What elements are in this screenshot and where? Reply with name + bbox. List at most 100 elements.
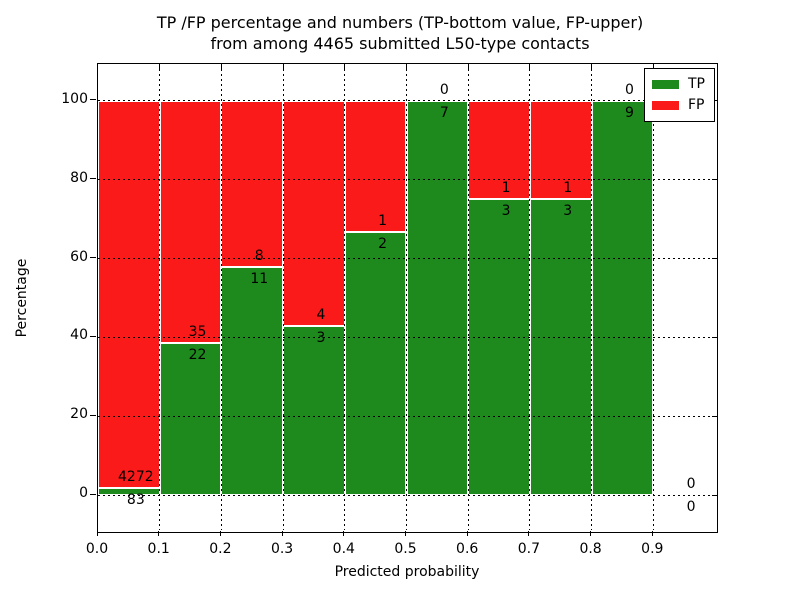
- y-tick-left: [90, 257, 96, 259]
- bar-label-tp: 0: [686, 499, 696, 516]
- y-tick-right: [712, 179, 717, 181]
- bar-label-tp: 22: [188, 346, 207, 363]
- x-tick-bottom: [281, 531, 283, 536]
- y-tick-left: [90, 414, 96, 416]
- bar-label-fp: 4272: [118, 468, 154, 485]
- bar-label-tp: 3: [501, 203, 511, 220]
- y-tick-left: [90, 99, 96, 101]
- y-tick-label: 0: [79, 485, 88, 502]
- x-axis-label: Predicted probability: [334, 564, 480, 580]
- legend-swatch-fp: [652, 101, 679, 110]
- x-tick-label: 0.2: [209, 541, 232, 557]
- x-gridline: [220, 64, 222, 530]
- bar-label-tp: 7: [439, 104, 449, 121]
- x-tick-label: 0.6: [456, 541, 479, 557]
- bar-label-fp: 0: [624, 81, 634, 98]
- y-gridline: [98, 336, 715, 338]
- x-gridline: [406, 64, 407, 530]
- bar-label-tp: 3: [563, 203, 573, 220]
- legend-row: TP: [652, 74, 705, 95]
- bar-label-fp: 0: [439, 81, 449, 98]
- y-tick-left: [90, 335, 96, 337]
- x-tick-top: [467, 64, 469, 69]
- bar-label-tp: 2: [378, 236, 388, 253]
- bar-label-fp: 1: [378, 213, 388, 230]
- x-tick-label: 0.5: [394, 541, 417, 557]
- bar-label-fp: 0: [686, 476, 696, 493]
- x-tick-bottom: [219, 531, 221, 536]
- x-tick-top: [282, 64, 284, 69]
- x-tick-bottom: [466, 531, 468, 536]
- bar-fp-segment: [159, 100, 222, 343]
- x-tick-label: 0.1: [147, 541, 170, 557]
- y-tick-label: 40: [70, 327, 88, 344]
- y-gridline: [98, 415, 715, 417]
- y-tick-label: 20: [70, 406, 88, 423]
- legend-swatch-tp: [652, 80, 679, 89]
- x-gridline: [529, 64, 531, 530]
- bar-label-fp: 4: [316, 307, 326, 324]
- bar-fp-segment: [283, 100, 345, 327]
- bar-tp-segment: [159, 342, 222, 496]
- x-tick-top: [529, 64, 531, 69]
- bar-label-tp: 11: [250, 270, 269, 287]
- x-tick-bottom: [158, 531, 160, 536]
- bar-fp-segment: [98, 100, 160, 488]
- x-tick-top: [406, 64, 407, 69]
- bar-tp-segment: [344, 232, 407, 496]
- chart-title-line2: from among 4465 submitted L50-type conta…: [210, 34, 590, 53]
- y-gridline: [98, 179, 715, 181]
- bar-fp-segment: [344, 100, 407, 233]
- y-axis-label: Percentage: [14, 258, 30, 338]
- y-tick-right: [712, 415, 717, 417]
- x-tick-top: [220, 64, 222, 69]
- legend-row: FP: [652, 95, 705, 116]
- x-tick-label: 0.0: [85, 541, 109, 557]
- bar-label-fp: 1: [501, 180, 511, 197]
- bar-fp-segment: [221, 100, 284, 267]
- y-gridline: [98, 258, 715, 260]
- x-tick-bottom: [96, 531, 98, 536]
- y-gridline: [98, 494, 715, 496]
- x-tick-bottom: [528, 531, 530, 536]
- bar-fp-segment: [529, 100, 592, 200]
- y-tick-label: 100: [61, 90, 88, 107]
- y-tick-label: 60: [70, 248, 88, 265]
- chart-title-line1: TP /FP percentage and numbers (TP-bottom…: [156, 13, 644, 32]
- bar-tp-segment: [468, 199, 530, 496]
- bar-label-tp: 83: [126, 491, 145, 508]
- y-tick-left: [90, 493, 96, 495]
- bar-tp-segment: [406, 100, 469, 496]
- plot-area: 4272 83 35 22 8 11 4 3 1 2 0 7 1 3 1 3 0 9 0 0 TP FP: [97, 63, 718, 533]
- x-tick-top: [159, 64, 161, 69]
- x-tick-bottom: [651, 531, 653, 536]
- x-tick-label: 0.7: [517, 541, 541, 557]
- y-tick-right: [712, 494, 717, 496]
- y-tick-left: [90, 178, 96, 180]
- x-gridline: [467, 64, 469, 530]
- y-gridline: [98, 100, 715, 102]
- y-tick-label: 80: [70, 169, 88, 186]
- x-tick-label: 0.4: [332, 541, 355, 557]
- x-gridline: [652, 64, 654, 530]
- bar-tp-segment: [221, 266, 284, 496]
- bar-tp-segment: [529, 199, 592, 496]
- bar-label-fp: 8: [254, 247, 264, 264]
- bar-label-fp: 35: [188, 323, 207, 340]
- x-gridline: [591, 64, 593, 530]
- x-tick-bottom: [405, 531, 406, 536]
- x-tick-top: [591, 64, 593, 69]
- bar-label-fp: 1: [563, 180, 573, 197]
- bar-label-tp: 3: [316, 330, 326, 347]
- x-gridline: [282, 64, 284, 530]
- legend-label-fp: FP: [688, 97, 705, 113]
- x-tick-label: 0.3: [270, 541, 294, 557]
- x-gridline: [344, 64, 346, 530]
- y-tick-right: [712, 258, 717, 260]
- chart-title: TP /FP percentage and numbers (TP-bottom…: [0, 12, 800, 54]
- x-tick-bottom: [590, 531, 592, 536]
- y-tick-right: [712, 336, 717, 338]
- legend: TP FP: [644, 68, 715, 122]
- bar-label-tp: 9: [624, 104, 634, 121]
